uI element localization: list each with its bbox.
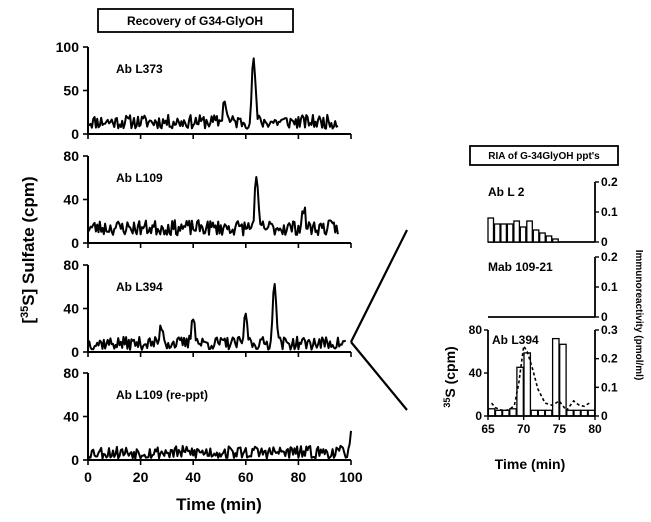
main-y-tick-label: 0 — [71, 126, 79, 142]
main-y-tick-label: 100 — [56, 39, 80, 55]
main-x-tick-label: 100 — [339, 469, 363, 485]
main-trace-line — [87, 430, 352, 460]
ria-title-box — [469, 145, 619, 166]
main-y-tick-label: 0 — [71, 344, 79, 360]
main-panel-label: Ab L109 (re-ppt) — [116, 388, 208, 402]
main-y-tick-label: 80 — [63, 257, 79, 273]
ria-bar — [493, 223, 501, 243]
ria-bar — [532, 229, 540, 243]
ria-bar — [519, 226, 527, 243]
main-y-tick-label: 40 — [63, 192, 79, 208]
ria-inset-trace — [490, 343, 590, 412]
main-trace-line — [87, 176, 339, 237]
main-panel-2: 0 40 80 Ab L109 — [63, 148, 352, 251]
main-y-tick-label: 80 — [63, 148, 79, 164]
ria-panel-label: Ab L 2 — [488, 185, 525, 199]
main-x-tick-label: 60 — [238, 469, 254, 485]
main-y-tick-label: 50 — [63, 83, 79, 99]
ria-bar — [506, 223, 514, 243]
main-ylabel-sup: 35 — [19, 306, 31, 318]
main-x-tick-label: 40 — [185, 469, 201, 485]
ria-right-tick-label: 0 — [601, 310, 608, 324]
ria-inset-left-tick-label: 80 — [469, 323, 483, 337]
ria-bar — [552, 238, 559, 243]
ria-right-axis-label: Immunoreactivity (pmol/ml) — [633, 250, 644, 381]
ria-inset-ylabel-sup: 35 — [442, 398, 452, 408]
main-xlabel: Time (min) — [176, 495, 262, 514]
ria-inset-label: Ab L394 — [492, 333, 539, 347]
ria-inset-right-tick-label: 0.2 — [601, 352, 618, 366]
ria-inset-x-tick-label: 80 — [588, 422, 602, 436]
main-y-tick-label: 80 — [63, 365, 79, 381]
main-panel-1: 0 50 100 Ab L373 — [56, 39, 352, 142]
main-panel-label: Ab L394 — [116, 280, 163, 294]
ria-inset-left-tick-label: 40 — [469, 366, 483, 380]
main-ylabel: [35S] Sulfate (cpm) — [19, 176, 38, 323]
ria-bar — [513, 220, 521, 243]
zoom-line-top — [350, 229, 408, 343]
ria-inset-bar — [551, 337, 560, 417]
main-x-tick-label: 20 — [133, 469, 149, 485]
ria-bar — [500, 223, 508, 243]
ria-right-tick-label: 0.2 — [601, 175, 618, 189]
main-y-tick-label: 40 — [63, 301, 79, 317]
ria-inset-xlabel: Time (min) — [495, 456, 566, 472]
ria-title: RIA of G-34GlyOH ppt's — [488, 151, 600, 162]
ria-inset-bar — [559, 343, 567, 417]
main-y-tick-label: 0 — [71, 452, 79, 468]
main-trace-line — [87, 57, 339, 130]
ria-right-tick-label: 0.2 — [601, 250, 618, 264]
main-title-box — [97, 8, 294, 33]
main-title: Recovery of G34-GlyOH — [127, 14, 263, 28]
main-panels: 0 50 100 Ab L373 0 40 80 Ab L109 0 40 80 Ab L394 0 40… — [56, 39, 352, 468]
ria-inset-right-tick-label: 0.3 — [601, 323, 618, 337]
main-y-tick-label: 40 — [63, 409, 79, 425]
main-panel-label: Ab L109 — [116, 171, 163, 185]
main-x-tick-labels: 0 20 40 60 80 100 — [84, 469, 363, 485]
ria-bar — [545, 235, 553, 243]
ria-inset-left-tick-label: 0 — [475, 409, 482, 423]
ria-inset-right-tick-label: 0.1 — [601, 380, 618, 394]
ria-bar — [487, 217, 495, 243]
ria-right-tick-label: 0.1 — [601, 205, 618, 219]
ria-right-tick-label: 0.1 — [601, 280, 618, 294]
ria-panel-2: 0 0.1 0.2 Mab 109-21 — [488, 250, 618, 324]
main-y-tick-label: 0 — [71, 235, 79, 251]
ria-bar — [539, 232, 546, 243]
zoom-line-bottom — [350, 341, 408, 411]
ria-inset-x-tick-label: 75 — [553, 422, 567, 436]
main-trace-line — [87, 283, 347, 351]
ria-inset-right-tick-label: 0 — [601, 409, 608, 423]
ria-panel-label: Mab 109-21 — [488, 260, 553, 274]
main-panel-4: 0 40 80 Ab L109 (re-ppt) — [63, 365, 352, 468]
main-x-tick-label: 80 — [291, 469, 307, 485]
main-panel-label: Ab L373 — [116, 62, 163, 76]
main-x-tick-label: 0 — [84, 469, 92, 485]
ria-inset-bar — [487, 408, 496, 417]
ria-inset-bar — [523, 352, 532, 417]
ria-inset-ylabel: 35S (cpm) — [442, 346, 458, 407]
ria-inset-x-tick-label: 65 — [481, 422, 495, 436]
ria-inset-x-tick-label: 70 — [517, 422, 531, 436]
ria-inset-bar — [509, 408, 517, 417]
main-panel-3: 0 40 80 Ab L394 — [63, 257, 352, 360]
ria-right-tick-label: 0 — [601, 235, 608, 249]
ria-panel-1: 0 0.1 0.2 Ab L 2 — [487, 175, 618, 249]
ria-bar — [526, 220, 533, 243]
